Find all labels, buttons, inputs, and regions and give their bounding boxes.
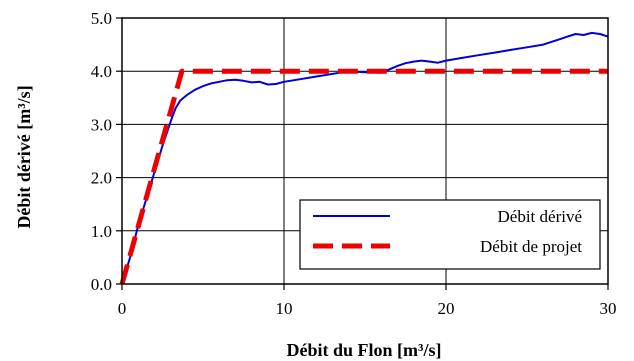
x-tick-label: 0 <box>118 299 127 318</box>
series-line-debit-de-projet <box>119 68 608 285</box>
series-line-debit-derive <box>121 31 609 285</box>
y-tick-label: 3.0 <box>91 115 112 134</box>
y-tick-labels: 0.0 1.0 2.0 3.0 4.0 5.0 <box>91 9 112 294</box>
y-tick-label: 1.0 <box>91 222 112 241</box>
x-tick-label: 30 <box>600 299 617 318</box>
legend-box <box>299 199 601 270</box>
plot-series <box>119 31 609 285</box>
legend-label-debit-de-projet: Débit de projet <box>480 237 582 256</box>
y-axis-label: Débit dérivé [m³/s] <box>14 85 34 228</box>
x-tick-labels: 0 10 20 30 <box>118 299 617 318</box>
y-tick-label: 2.0 <box>91 169 112 188</box>
x-axis-label: Débit du Flon [m³/s] <box>287 340 442 360</box>
legend: Débit dérivé Débit de projet <box>299 199 601 270</box>
x-tick-label: 20 <box>438 299 455 318</box>
x-tick-label: 10 <box>276 299 293 318</box>
y-tick-label: 0.0 <box>91 275 112 294</box>
y-tick-label: 5.0 <box>91 9 112 28</box>
y-tick-label: 4.0 <box>91 62 112 81</box>
legend-label-debit-derive: Débit dérivé <box>498 207 583 226</box>
plot-frame <box>121 17 609 285</box>
